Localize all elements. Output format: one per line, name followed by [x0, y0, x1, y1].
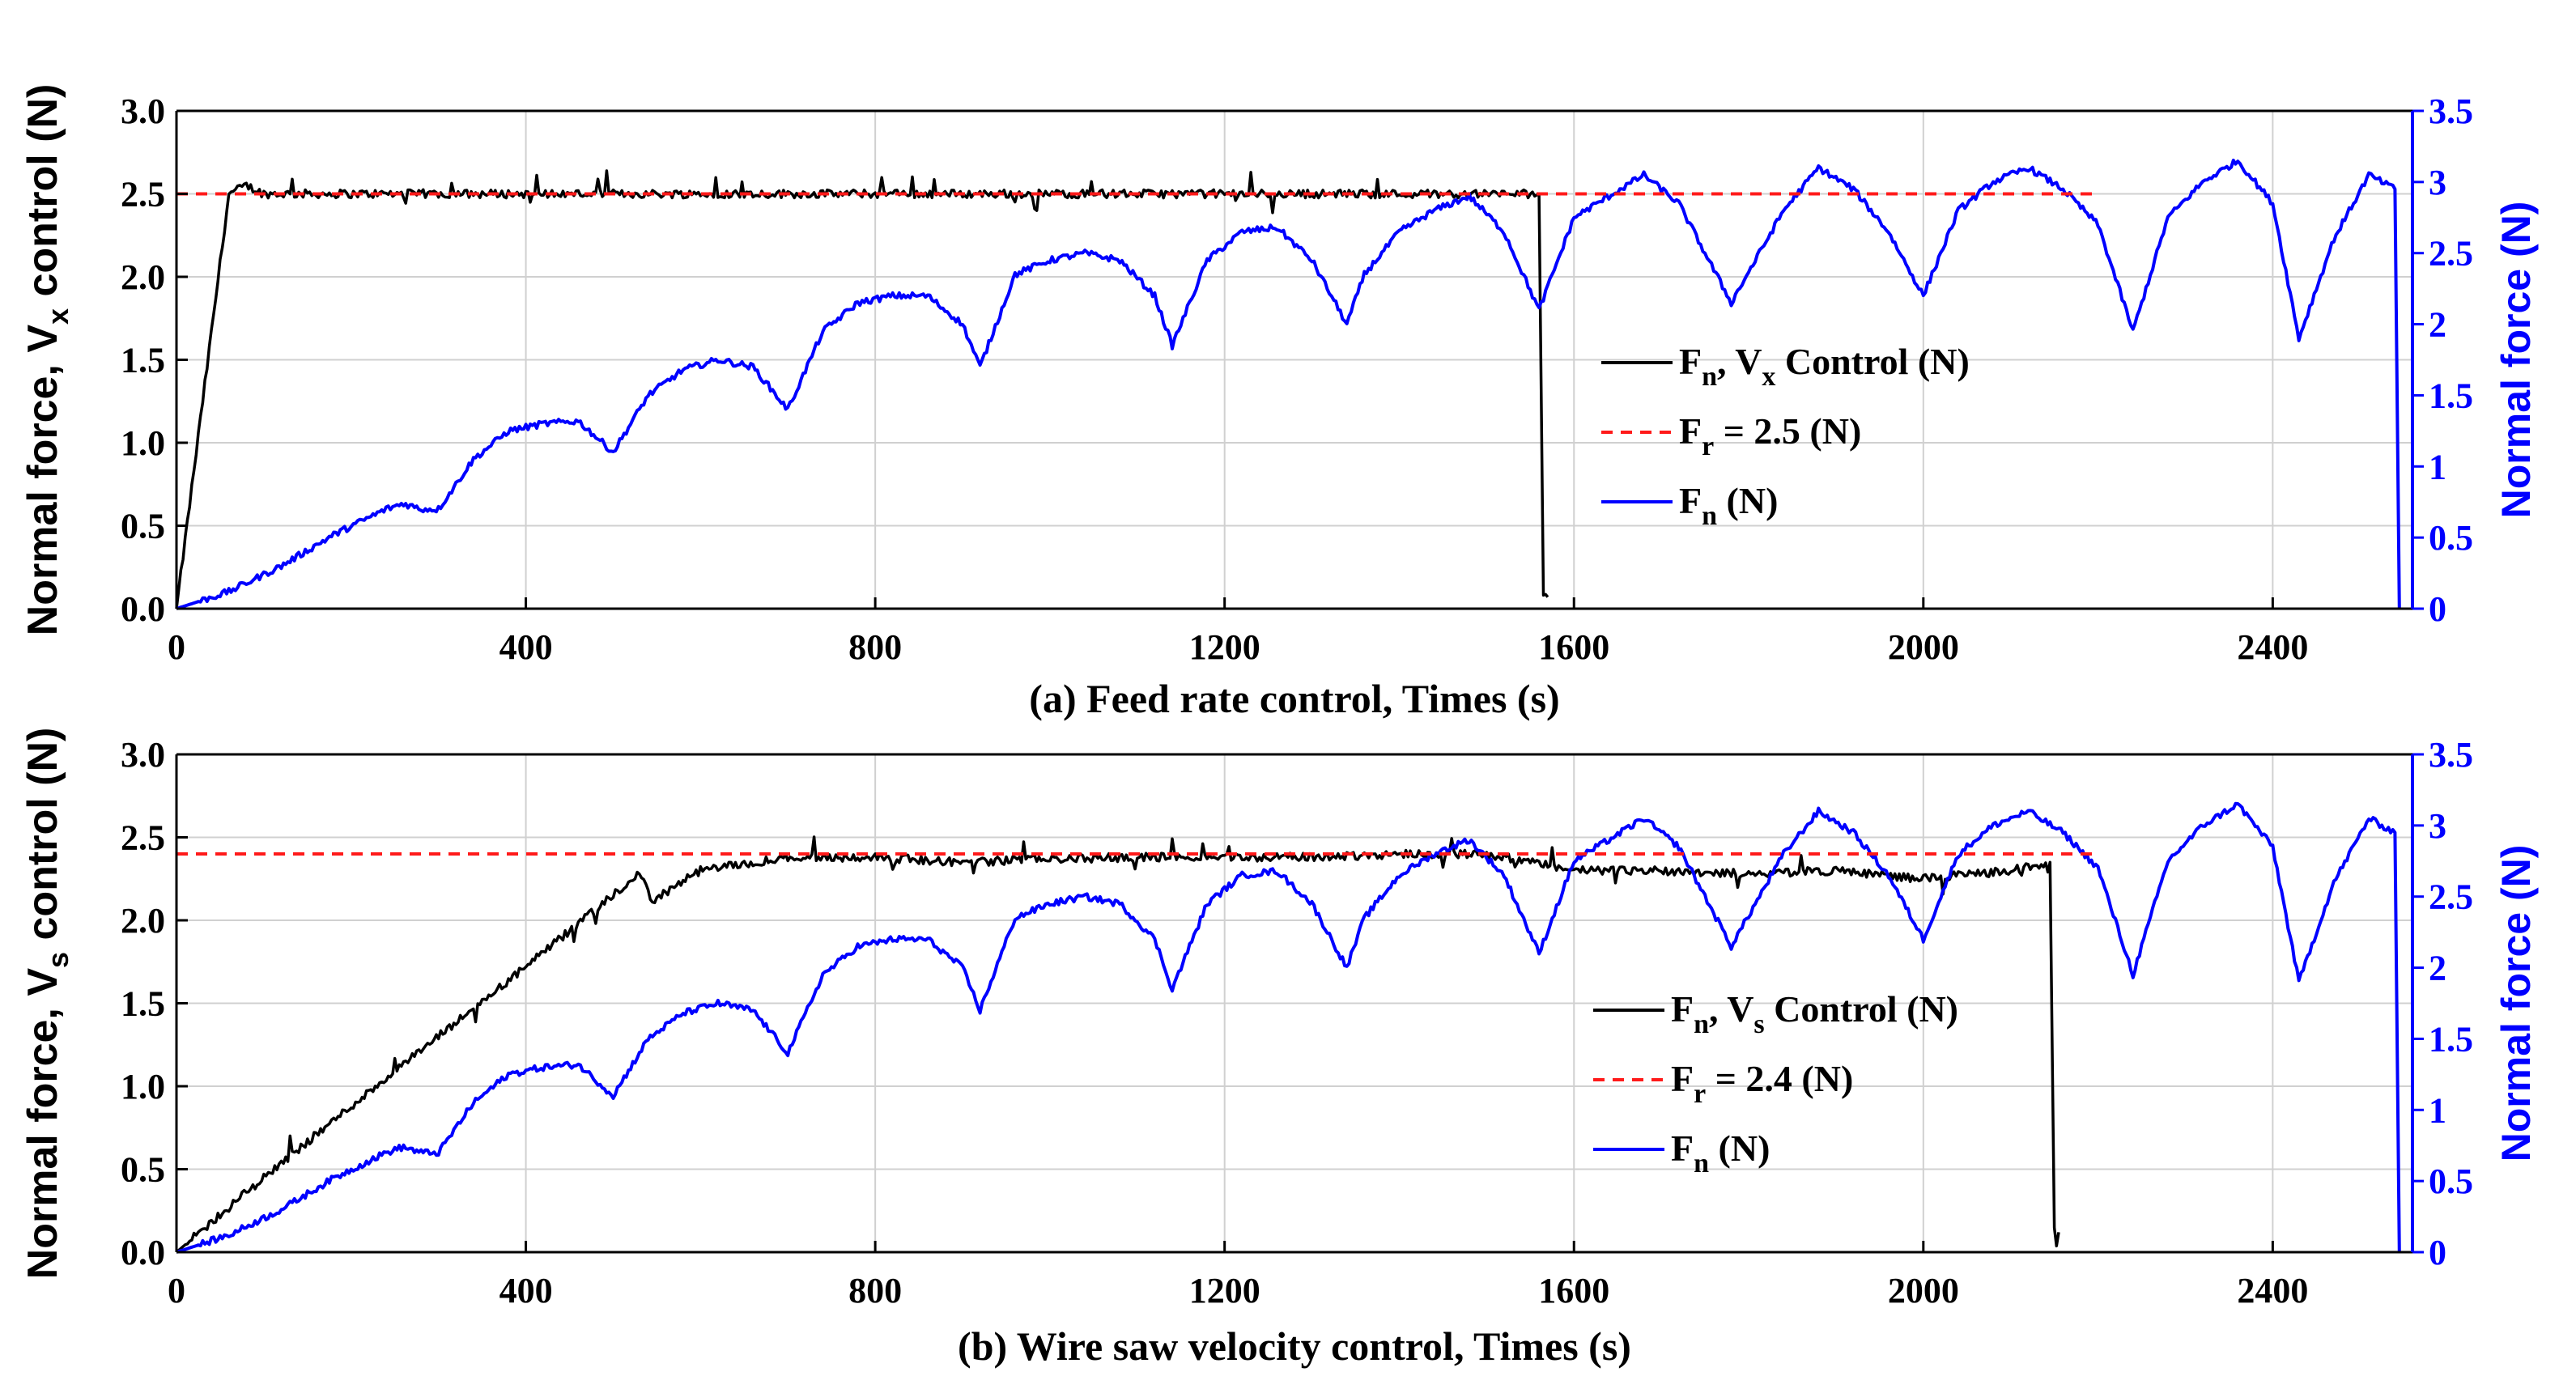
y-left-axis-title-main: Normal force, V — [19, 325, 66, 636]
legend-label-post: = 2.4 (N) — [1706, 1058, 1853, 1099]
legend-b: Fn, Vs Control (N)Fr = 2.4 (N)Fn (N) — [1593, 988, 1958, 1179]
y-left-tick-label: 1.5 — [121, 984, 165, 1024]
series-control-line — [175, 169, 1549, 609]
legend-label-main: F — [1671, 1058, 1694, 1099]
legend-label-control: Fn, Vx Control (N) — [1679, 341, 1970, 392]
y-left-axis-title-sub: s — [41, 952, 74, 968]
y-left-axis-title: Normal force, Vx control (N) — [19, 84, 74, 636]
y-left-tick-label: 1.5 — [121, 341, 165, 380]
x-tick-label: 1200 — [1189, 1271, 1260, 1310]
x-tick-label: 0 — [168, 627, 185, 667]
legend-label-sub2: x — [1762, 362, 1775, 392]
legend-label-control: Fn, Vs Control (N) — [1671, 988, 1958, 1039]
legend-label-sub: n — [1702, 501, 1717, 531]
x-tick-label: 2400 — [2237, 627, 2308, 667]
legend-label-fn: Fn (N) — [1679, 480, 1778, 531]
y-right-tick-label: 1 — [2429, 1090, 2446, 1130]
y-left-tick-label: 2.0 — [121, 257, 165, 297]
x-tick-label: 1600 — [1538, 627, 1609, 667]
legend-label-sub: n — [1702, 362, 1717, 392]
y-left-tick-label: 2.0 — [121, 901, 165, 941]
legend-label-mid: , V — [1709, 988, 1753, 1030]
series-fn-line — [176, 801, 2401, 1254]
legend-label-fn: Fn (N) — [1671, 1128, 1770, 1179]
grid-b — [176, 754, 2412, 1253]
y-right-axis-title: Normal force (N) — [2493, 202, 2539, 519]
legend-label-main: F — [1679, 480, 1702, 521]
y-right-tick-label: 1 — [2429, 447, 2446, 486]
panel-a: 0 400 800 1200 1600 2000 2400 0.0 0.5 1.0 1.5 2.0 2.… — [19, 84, 2539, 721]
y-left-axis-title-post: control (N) — [19, 728, 66, 952]
legend-label-reference: Fr = 2.5 (N) — [1679, 410, 1861, 461]
legend-label-sub2: s — [1753, 1009, 1764, 1039]
y-left-tick-label: 3.0 — [121, 91, 165, 131]
y-left-tick-label: 1.0 — [121, 1067, 165, 1106]
y-right-tick-label: 0 — [2429, 589, 2446, 629]
y-right-axis-title: Normal force (N) — [2493, 845, 2539, 1162]
grid-a — [176, 110, 2412, 609]
legend-label-post: Control (N) — [1775, 341, 1969, 382]
y-left-tick-label: 0.5 — [121, 507, 165, 546]
series-fn-line — [176, 159, 2401, 610]
y-left-tick-label: 0.0 — [121, 1233, 165, 1272]
y-left-tick-label: 2.5 — [121, 175, 165, 214]
legend-label-reference: Fr = 2.4 (N) — [1671, 1058, 1853, 1109]
legend-label-mid: , V — [1717, 341, 1762, 382]
y-right-tick-label: 2 — [2429, 305, 2446, 345]
y-left-tick-label: 0.5 — [121, 1150, 165, 1190]
legend-label-sub: r — [1702, 431, 1714, 461]
y-right-tick-label: 3.5 — [2429, 735, 2473, 775]
legend-label-post: (N) — [1709, 1128, 1770, 1169]
y-right-tick-label: 1.5 — [2429, 376, 2473, 415]
legend-label-main: F — [1679, 341, 1702, 382]
legend-label-sub: n — [1694, 1009, 1709, 1039]
legend-label-post: (N) — [1717, 480, 1778, 521]
legend-label-sub: r — [1694, 1079, 1706, 1109]
y-left-axis-title: Normal force, Vs control (N) — [19, 728, 74, 1280]
y-left-tick-label: 2.5 — [121, 818, 165, 858]
legend-label-sub: n — [1694, 1149, 1709, 1179]
x-tick-label: 800 — [848, 627, 902, 667]
legend-label-post: Control (N) — [1765, 988, 1958, 1030]
legend-label-post: = 2.5 (N) — [1714, 410, 1861, 452]
x-tick-label: 1200 — [1189, 627, 1260, 667]
y-left-tick-label: 0.0 — [121, 589, 165, 629]
panel-b: 0 400 800 1200 1600 2000 2400 0.0 0.5 1.0 1.5 2.0 2.… — [19, 728, 2539, 1369]
x-tick-label: 400 — [499, 627, 553, 667]
x-tick-label: 800 — [848, 1271, 902, 1310]
y-right-tick-label: 0.5 — [2429, 1162, 2473, 1201]
legend-label-main: F — [1671, 1128, 1694, 1169]
x-tick-label: 1600 — [1538, 1271, 1609, 1310]
x-tick-label: 0 — [168, 1271, 185, 1310]
x-axis-title: (a) Feed rate control, Times (s) — [1029, 676, 1559, 721]
y-right-tick-label: 3.5 — [2429, 91, 2473, 131]
y-left-tick-label: 1.0 — [121, 423, 165, 463]
y-left-axis-title-main: Normal force, V — [19, 968, 66, 1280]
y-right-tick-label: 2 — [2429, 949, 2446, 988]
y-right-tick-label: 3 — [2429, 163, 2446, 202]
y-right-tick-label: 1.5 — [2429, 1019, 2473, 1059]
legend-label-main: F — [1679, 410, 1702, 452]
y-left-axis-title-sub: x — [41, 308, 74, 325]
y-left-axis-title-post: control (N) — [19, 84, 66, 308]
x-tick-label: 2400 — [2237, 1271, 2308, 1310]
x-tick-label: 2000 — [1888, 1271, 1959, 1310]
legend-a: Fn, Vx Control (N)Fr = 2.5 (N)Fn (N) — [1601, 341, 1970, 531]
y-right-tick-label: 2.5 — [2429, 234, 2473, 274]
y-right-tick-label: 0 — [2429, 1233, 2446, 1272]
y-right-tick-label: 0.5 — [2429, 518, 2473, 558]
x-tick-label: 2000 — [1888, 627, 1959, 667]
x-axis-title: (b) Wire saw velocity control, Times (s) — [958, 1323, 1631, 1369]
series-control-line — [175, 835, 2060, 1254]
legend-label-main: F — [1671, 988, 1694, 1030]
y-right-tick-label: 2.5 — [2429, 877, 2473, 917]
x-tick-label: 400 — [499, 1271, 553, 1310]
y-left-tick-label: 3.0 — [121, 735, 165, 775]
y-right-tick-label: 3 — [2429, 806, 2446, 846]
